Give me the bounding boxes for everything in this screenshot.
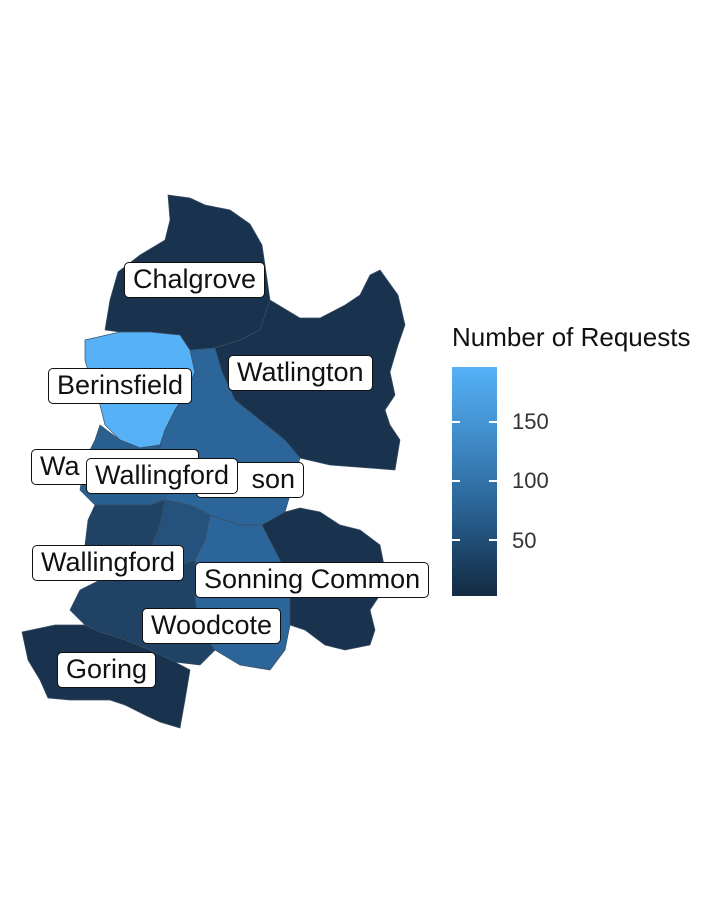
- legend-tick-mark: [489, 480, 497, 482]
- legend-tick-mark: [489, 421, 497, 423]
- label-watlington: Watlington: [228, 355, 373, 391]
- label-chalgrove: Chalgrove: [124, 262, 266, 298]
- legend-tick-mark: [452, 539, 460, 541]
- legend-tick-label: 50: [512, 528, 537, 553]
- legend-tick-label: 150: [512, 409, 549, 434]
- legend-title: Number of Requests: [452, 322, 691, 352]
- legend-tick-label: 100: [512, 468, 549, 493]
- label-goring: Goring: [57, 652, 157, 688]
- label-wallingford-upper: Wallingford: [86, 458, 239, 494]
- legend-tick-mark: [489, 539, 497, 541]
- legend-tick-mark: [452, 480, 460, 482]
- label-wallingford-lower: Wallingford: [32, 545, 185, 581]
- label-sonning-common: Sonning Common: [195, 562, 430, 598]
- label-woodcote: Woodcote: [142, 608, 282, 644]
- legend-tick-mark: [452, 421, 460, 423]
- label-berinsfield: Berinsfield: [48, 368, 193, 404]
